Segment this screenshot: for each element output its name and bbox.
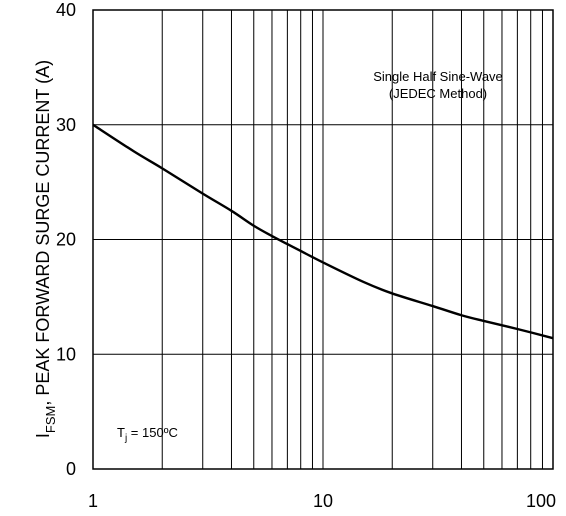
method-annotation-line2: (JEDEC Method) <box>389 86 487 101</box>
series-layer <box>92 123 554 340</box>
y-tick-label: 30 <box>56 115 76 135</box>
junction-temperature-annotation: Tj = 150ºC <box>117 425 178 444</box>
y-tick-label: 20 <box>56 230 76 250</box>
y-tick-label: 40 <box>56 0 76 20</box>
x-tick-label: 100 <box>526 491 556 511</box>
tick-labels: 0 10 20 30 40 1 10 100 <box>56 0 556 511</box>
y-axis-label: IFSM, PEAK FORWARD SURGE CURRENT (A) <box>33 60 58 438</box>
plot-frame <box>92 9 554 470</box>
method-annotation-line1: Single Half Sine-Wave <box>373 69 503 84</box>
grid <box>92 9 554 470</box>
surge-current-curve <box>92 123 554 340</box>
x-tick-label: 10 <box>313 491 333 511</box>
x-tick-label: 1 <box>88 491 98 511</box>
y-tick-label: 0 <box>66 459 76 479</box>
y-axis-label-subscript: FSM <box>43 406 58 433</box>
y-tick-label: 10 <box>56 344 76 364</box>
